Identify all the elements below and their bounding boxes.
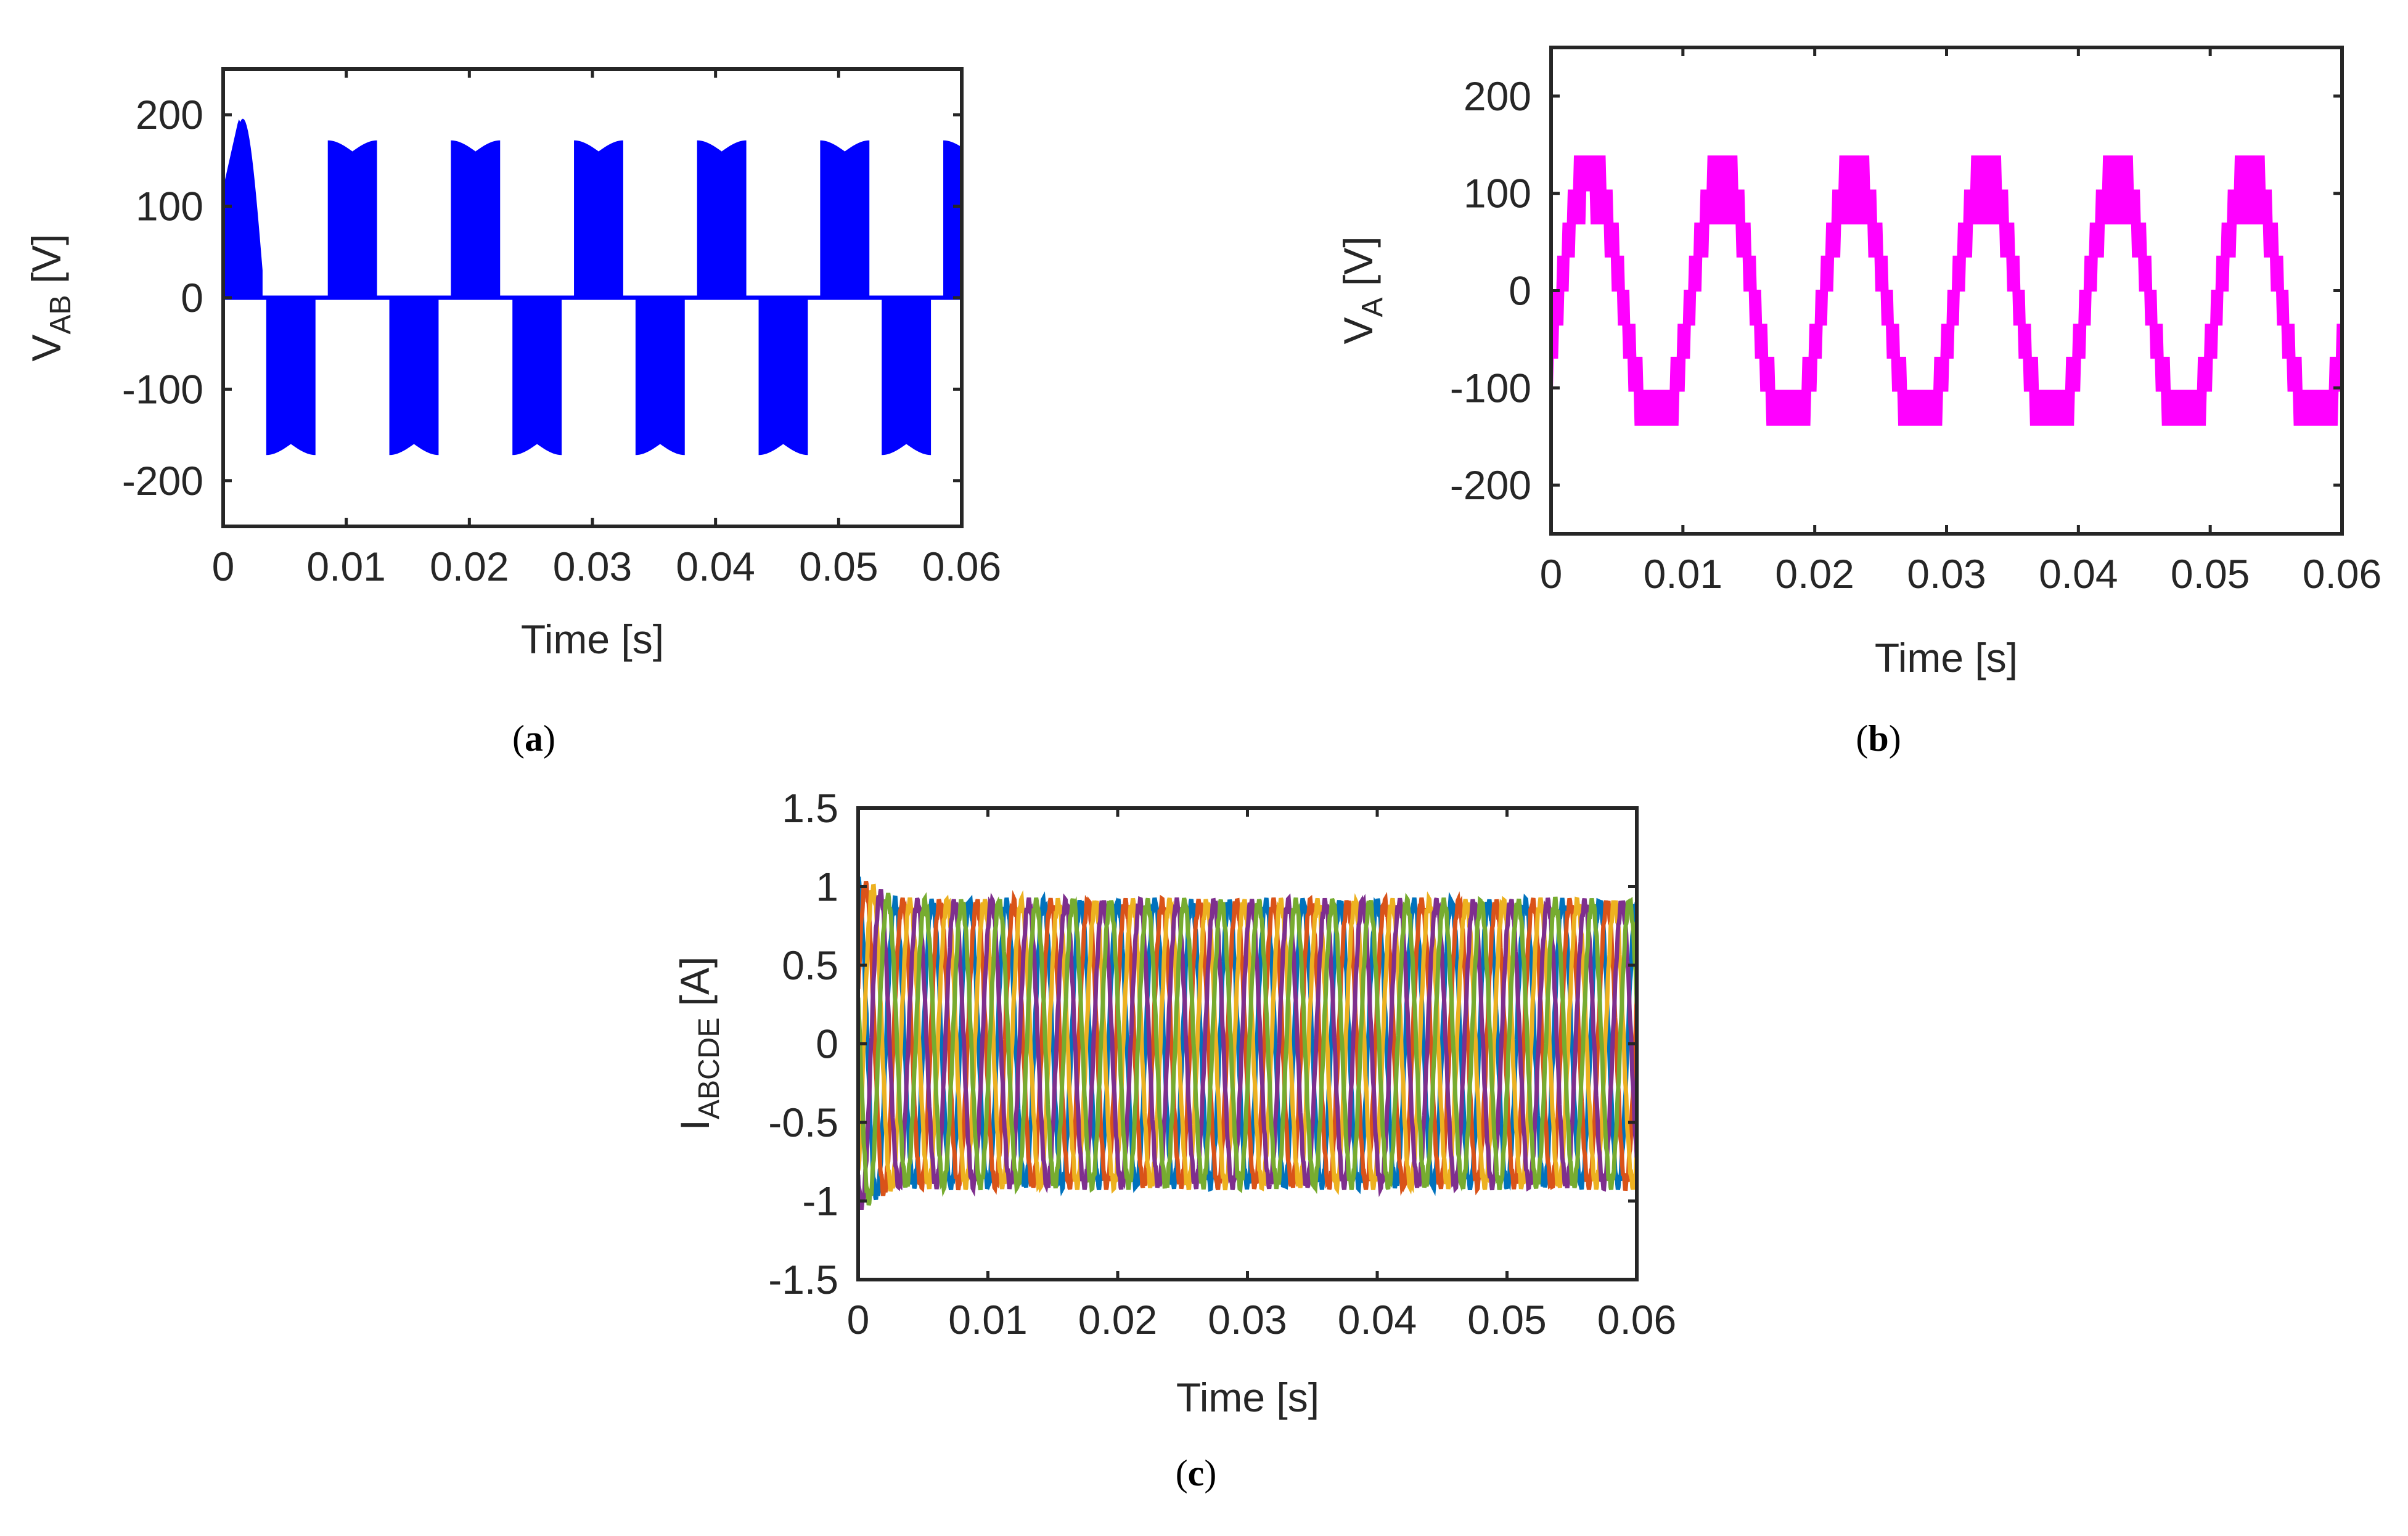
x-tick-label: 0.04	[1338, 1297, 1417, 1342]
y-axis-label-a: VAB [V]	[23, 234, 77, 361]
pulse-envelope-negative	[882, 298, 932, 455]
x-axis-label-b: Time [s]	[1875, 635, 2018, 680]
pulse-envelope-positive	[327, 140, 377, 298]
y-tick-label: -1.5	[768, 1257, 838, 1302]
pulse-envelope-negative	[758, 298, 808, 455]
y-tick-label: -100	[1450, 365, 1531, 411]
x-tick-label: 0.06	[2303, 551, 2381, 597]
x-tick-label: 0	[1540, 551, 1563, 597]
x-tick-label: 0.03	[1208, 1297, 1287, 1342]
y-tick-label: -100	[122, 366, 203, 412]
pulse-envelope-negative	[635, 298, 685, 455]
y-tick-label: 200	[1464, 73, 1531, 119]
series-line-current-5	[858, 892, 1637, 1206]
y-tick-label: 0	[1509, 268, 1531, 314]
pulse-envelope-initial	[223, 118, 263, 298]
y-tick-label: 0	[816, 1021, 838, 1067]
x-tick-label: 0.06	[1597, 1297, 1676, 1342]
pulse-envelope-negative	[1128, 298, 1177, 455]
pulse-envelope-negative	[512, 298, 562, 455]
ticks-c: 0 0.01 0.02 0.03 0.04 0.05 0.06 1.5 1 0.5 0 -0.5 -1 -…	[768, 785, 1676, 1342]
y-axis-label-c: IABCDE [A]	[672, 957, 726, 1131]
pulse-envelope-positive	[943, 140, 962, 298]
x-tick-label: 0.02	[1078, 1297, 1157, 1342]
x-tick-label: 0.01	[306, 544, 385, 589]
pulse-envelope-positive	[1067, 141, 1116, 298]
plot-area-c	[858, 876, 1637, 1211]
chart-panel-c: 0 0.01 0.02 0.03 0.04 0.05 0.06 1.5 1 0.5 0 -0.5 -1 -…	[672, 785, 1676, 1493]
series-line-current-4	[858, 888, 1637, 1211]
x-tick-label: 0	[212, 544, 235, 589]
y-tick-label: 0.5	[782, 942, 838, 988]
x-tick-label: 0.03	[1907, 551, 1986, 597]
pulse-envelope-positive	[451, 140, 501, 298]
x-tick-label: 0.02	[1775, 551, 1854, 597]
panel-label-a: (a)	[512, 718, 555, 759]
ticks-b: 0 0.01 0.02 0.03 0.04 0.05 0.06 200 100 0 -100 -200	[1450, 47, 2381, 597]
series-band-va	[1551, 155, 2342, 426]
x-tick-label: 0.04	[2039, 551, 2118, 597]
plot-area-b	[1551, 155, 2342, 426]
y-axis-label-b: VA [V]	[1335, 236, 1389, 344]
pulse-envelope-negative	[1005, 298, 1054, 455]
x-tick-label: 0.01	[948, 1297, 1027, 1342]
y-tick-label: -0.5	[768, 1100, 838, 1145]
x-tick-label: 0.02	[430, 544, 509, 589]
y-tick-label: -200	[122, 458, 203, 504]
pulse-envelope-positive	[697, 140, 747, 298]
y-tick-label: 1.5	[782, 785, 838, 831]
y-tick-label: 200	[136, 92, 203, 137]
chart-panel-b: 0 0.01 0.02 0.03 0.04 0.05 0.06 200 100 0 -100 -200…	[1335, 46, 2381, 759]
y-tick-label: -200	[1450, 462, 1531, 508]
pulse-envelope-negative	[266, 298, 316, 455]
ticks-a: 0 0.01 0.02 0.03 0.04 0.05 0.06 200 100 0 -100 -200	[122, 69, 1001, 589]
pulse-envelope-positive	[820, 140, 870, 298]
panel-label-c: (c)	[1176, 1453, 1217, 1493]
x-tick-label: 0.05	[799, 544, 878, 589]
y-tick-label: 100	[1464, 171, 1531, 216]
pulse-envelope-negative	[389, 298, 439, 455]
chart-panel-a: 0 0.01 0.02 0.03 0.04 0.05 0.06 200 100 0 -100 -200…	[23, 67, 1239, 759]
x-tick-label: 0.05	[1467, 1297, 1546, 1342]
x-tick-label: 0.05	[2171, 551, 2250, 597]
x-axis-label-a: Time [s]	[521, 616, 664, 662]
y-tick-label: -1	[802, 1179, 838, 1224]
y-tick-label: 1	[816, 864, 838, 910]
x-tick-label: 0.06	[922, 544, 1001, 589]
plot-area-a	[223, 118, 1239, 455]
pulse-envelope-positive	[1189, 141, 1239, 298]
panel-label-b: (b)	[1856, 718, 1901, 759]
y-tick-label: 0	[181, 275, 203, 321]
y-tick-label: 100	[136, 184, 203, 229]
x-tick-label: 0	[847, 1297, 870, 1342]
x-tick-label: 0.01	[1644, 551, 1722, 597]
pulse-envelope-positive	[574, 140, 623, 298]
x-tick-label: 0.04	[676, 544, 755, 589]
series-line-current-1	[858, 876, 1637, 1201]
x-tick-label: 0.03	[553, 544, 632, 589]
x-axis-label-c: Time [s]	[1176, 1375, 1319, 1420]
